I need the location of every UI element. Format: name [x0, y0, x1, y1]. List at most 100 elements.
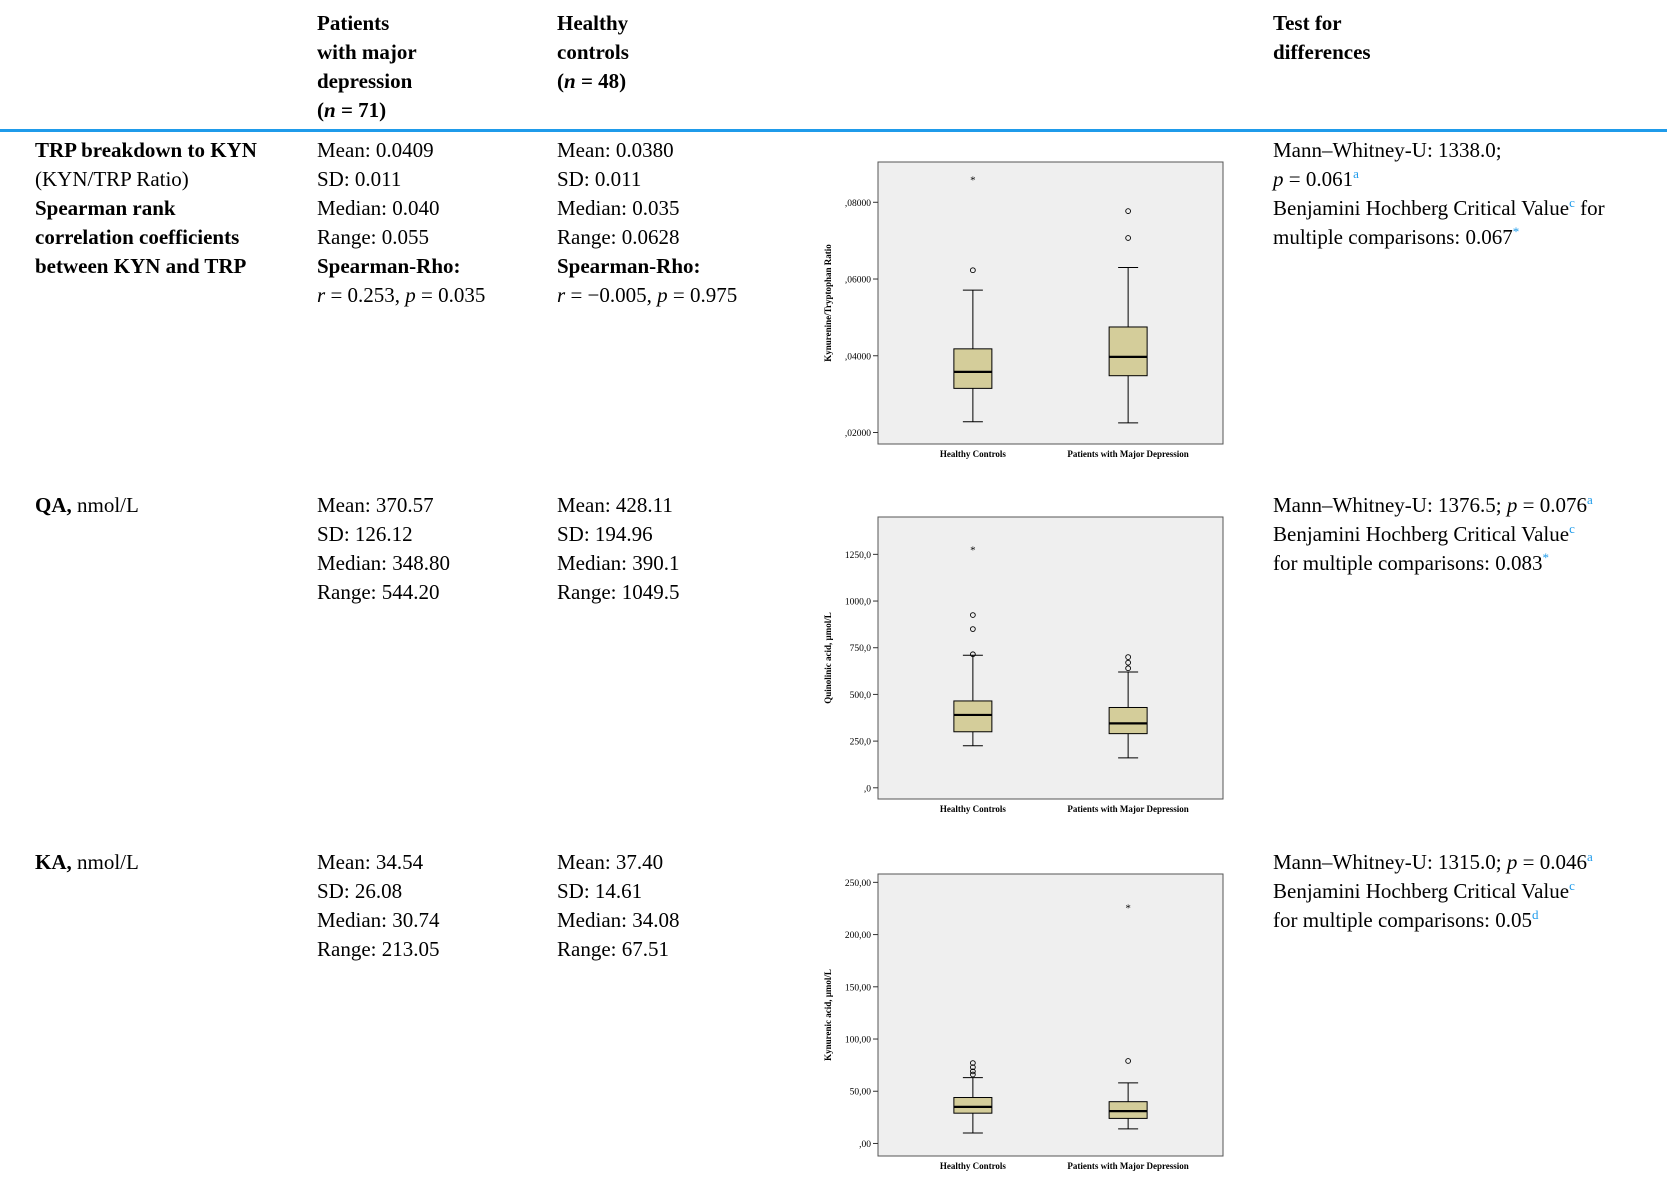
test-text: Benjamini Hochberg Critical Value — [1273, 196, 1570, 220]
test-line: multiple comparisons: 0.067* — [1273, 223, 1605, 252]
header-test-line: Test for — [1273, 11, 1342, 35]
r-symbol: r — [557, 283, 566, 307]
row-label: between KYN and TRP — [35, 254, 247, 278]
box — [953, 1097, 993, 1114]
category-label: Patients with Major Depression — [1067, 449, 1188, 459]
footnote-mark[interactable]: c — [1569, 195, 1575, 210]
row-3-label: KA, nmol/L — [35, 848, 139, 877]
n-symbol: n — [564, 69, 576, 93]
footnote-mark[interactable]: a — [1586, 492, 1593, 507]
outlier-point — [970, 1068, 976, 1075]
stat-line: SD: 26.08 — [317, 879, 403, 903]
row-1-test: Mann–Whitney-U: 1338.0; p = 0.061a Benja… — [1273, 136, 1605, 252]
p-value: = 0.061 — [1283, 167, 1354, 191]
stat-line: Mean: 0.0380 — [557, 138, 674, 162]
r-value: = −0.005, — [565, 283, 658, 307]
y-tick-label: 100,00 — [845, 1036, 871, 1046]
footnote-mark[interactable]: * — [1542, 550, 1549, 565]
footnote-mark[interactable]: c — [1569, 521, 1575, 536]
row-2-label: QA, nmol/L — [35, 491, 139, 520]
test-line: Benjamini Hochberg Critical Valuec — [1273, 520, 1593, 549]
outlier-point — [970, 626, 976, 632]
rho-label: Spearman-Rho: — [317, 254, 461, 278]
boxplot-kyn-trp-ratio: ,02000 ,04000 ,06000 ,08000 Kynurenine/Trypt… — [818, 150, 1228, 470]
y-tick-label: ,02000 — [845, 429, 871, 439]
plot-area — [877, 873, 1224, 1157]
test-line: p = 0.061a — [1273, 165, 1605, 194]
stat-line: SD: 126.12 — [317, 522, 413, 546]
rho-line: r = −0.005, p = 0.975 — [557, 281, 737, 310]
y-tick-label: 500,0 — [850, 691, 872, 701]
footnote-mark[interactable]: c — [1569, 878, 1575, 893]
footnote-mark[interactable]: d — [1531, 907, 1539, 922]
header-patients: Patients with major depression (n = 71) — [317, 9, 417, 125]
category-label: Patients with Major Depression — [1067, 1161, 1188, 1171]
test-line: Benjamini Hochberg Critical Valuec for — [1273, 194, 1605, 223]
outlier-point — [1125, 208, 1131, 214]
stat-line: Mean: 428.11 — [557, 493, 673, 517]
box — [1108, 326, 1148, 377]
header-rule — [0, 129, 1667, 132]
header-controls-line: Healthy — [557, 11, 629, 35]
footnote-mark[interactable]: a — [1353, 166, 1359, 181]
test-text: for — [1574, 196, 1605, 220]
row-unit: nmol/L — [71, 493, 139, 517]
header-patients-line: with major — [317, 40, 417, 64]
box — [953, 348, 993, 389]
test-text: for multiple comparisons: 0.05 — [1273, 908, 1532, 932]
header-patients-line: depression — [317, 69, 413, 93]
y-tick-label: 50,00 — [850, 1088, 872, 1098]
p-symbol: p — [1273, 167, 1284, 191]
y-tick-label: ,0 — [864, 784, 871, 794]
row-3-patients: Mean: 34.54 SD: 26.08 Median: 30.74 Rang… — [317, 848, 439, 964]
r-value: = 0.253, — [325, 283, 406, 307]
stat-line: Range: 544.20 — [317, 580, 440, 604]
header-controls-line: (n = 48) — [557, 67, 629, 96]
p-symbol: p — [1506, 493, 1518, 517]
stat-line: Median: 348.80 — [317, 551, 450, 575]
boxplot-svg: ,0 250,0 500,0 750,0 1000,0 1250,0 Quinolinic … — [823, 516, 1224, 814]
header-patients-line: Patients — [317, 11, 390, 35]
extreme-point: * — [970, 545, 976, 557]
y-axis-label: Kynurenine/Tryptophan Ratio — [823, 244, 833, 362]
row-2-patients: Mean: 370.57 SD: 126.12 Median: 348.80 R… — [317, 491, 450, 607]
stat-line: Range: 0.0628 — [557, 225, 680, 249]
stat-line: SD: 14.61 — [557, 879, 643, 903]
y-tick-label: 750,0 — [850, 644, 872, 654]
outlier-point — [970, 651, 976, 658]
plot-area — [877, 161, 1224, 445]
stat-line: Median: 0.035 — [557, 196, 680, 220]
footnote-mark[interactable]: * — [1512, 224, 1520, 239]
p-value: = 0.046 — [1517, 850, 1587, 874]
category-label: Healthy Controls — [940, 449, 1007, 459]
row-1-patients: Mean: 0.0409 SD: 0.011 Median: 0.040 Ran… — [317, 136, 485, 310]
stat-line: Range: 0.055 — [317, 225, 429, 249]
n-symbol: n — [324, 98, 336, 122]
p-symbol: p — [1506, 850, 1518, 874]
row-label: QA, — [35, 493, 72, 517]
stat-line: Median: 34.08 — [557, 908, 680, 932]
p-value: = 0.975 — [667, 283, 738, 307]
stat-line: Mean: 37.40 — [557, 850, 664, 874]
y-axis-label: Quinolinic acid, µmol/L — [823, 612, 833, 703]
y-tick-label: 200,00 — [845, 931, 871, 941]
outlier-point — [970, 1071, 976, 1078]
row-label: KA, — [35, 850, 72, 874]
test-line: Benjamini Hochberg Critical Valuec — [1273, 877, 1593, 906]
stat-line: Mean: 34.54 — [317, 850, 424, 874]
row-sublabel: (KYN/TRP Ratio) — [35, 167, 189, 191]
p-value: = 0.035 — [415, 283, 486, 307]
boxplot-kynurenic-acid: ,00 50,00 100,00 150,00 200,00 250,00 Kynureni… — [818, 862, 1228, 1182]
footnote-mark[interactable]: a — [1586, 849, 1593, 864]
stat-line: Median: 30.74 — [317, 908, 440, 932]
p-value: = 0.076 — [1517, 493, 1587, 517]
stat-line: SD: 194.96 — [557, 522, 653, 546]
test-text: Benjamini Hochberg Critical Value — [1273, 522, 1570, 546]
test-text: multiple comparisons: 0.067 — [1273, 225, 1513, 249]
row-2-controls: Mean: 428.11 SD: 194.96 Median: 390.1 Ra… — [557, 491, 679, 607]
row-1-controls: Mean: 0.0380 SD: 0.011 Median: 0.035 Ran… — [557, 136, 737, 310]
outlier-point — [1125, 665, 1131, 672]
outlier-point — [970, 612, 976, 618]
stat-line: SD: 0.011 — [557, 167, 642, 191]
stat-line: Mean: 0.0409 — [317, 138, 434, 162]
